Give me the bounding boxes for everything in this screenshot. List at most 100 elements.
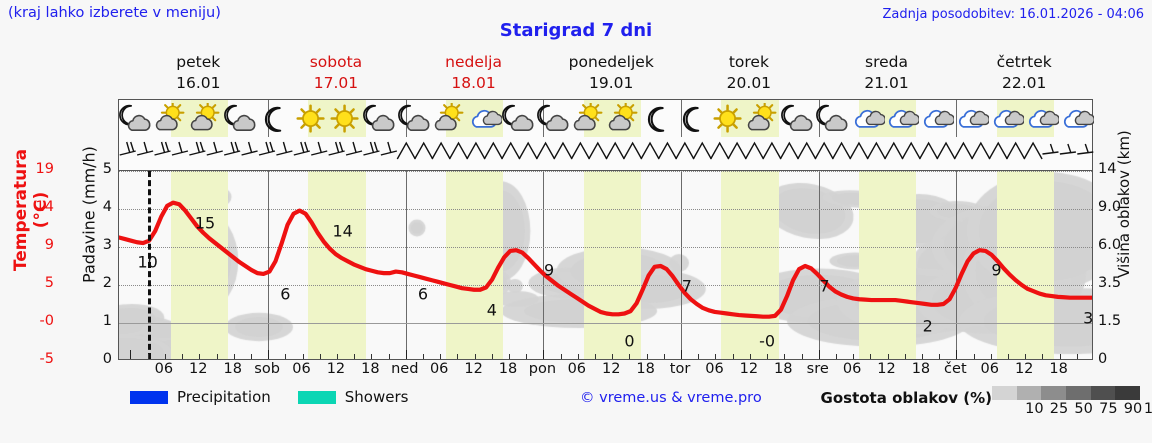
cloud-density-value: 10 (1025, 401, 1044, 417)
precipitation-tick: 5 (102, 161, 112, 177)
cloud-density-value: 75 (1099, 401, 1118, 417)
moon-cloud-icon (815, 103, 850, 135)
time-tick (802, 354, 803, 359)
precipitation-tick: 1 (102, 313, 112, 329)
weather-icon-band (118, 99, 1094, 137)
temperature-value-label: 6 (280, 284, 291, 304)
time-axis-labels: 06 12 18 sob 06 12 18 ned 06 12 18 pon 06 12 18 tor 06 12… (118, 361, 1093, 379)
cloud-density-colorbar (992, 386, 1141, 400)
time-tick (509, 354, 510, 359)
moon-cloud-icon (537, 103, 571, 135)
time-tick (1042, 354, 1043, 359)
time-tick-label: 12 (326, 361, 346, 377)
time-tick (165, 354, 166, 359)
day-name: sreda (865, 53, 909, 71)
temperature-tick: -0 (39, 313, 54, 329)
cloud-height-tick: 0 (1098, 351, 1108, 367)
gridline-horizontal (119, 171, 1092, 172)
sun-icon (294, 103, 328, 135)
time-tick-label: čet (944, 361, 967, 377)
temperature-curve (119, 200, 1092, 319)
time-tick (182, 354, 183, 359)
time-tick (130, 350, 131, 359)
time-tick (543, 350, 544, 359)
time-tick (715, 354, 716, 359)
time-tick (251, 354, 252, 359)
showers-legend-label: Showers (344, 388, 409, 406)
cloud-height-tick-labels: 14 9.0 6.0 3.5 1.5 0 (1098, 161, 1138, 367)
day-header-row: petek 16.01 sobota 17.01 nedelja 18.01 ponedel… (118, 52, 1093, 96)
gridline-horizontal (119, 323, 1092, 324)
day-name: petek (176, 53, 221, 71)
moon-icon (677, 103, 711, 135)
temperature-value-label: -0 (759, 331, 776, 351)
time-tick-label: 18 (361, 361, 380, 377)
day-date: 20.01 (726, 74, 772, 92)
current-time-marker (147, 171, 151, 359)
day-separator (956, 100, 958, 137)
precipitation-tick: 4 (102, 199, 112, 215)
day-header-torek: torek 20.01 (680, 52, 818, 96)
daylight-band (858, 171, 917, 359)
day-header-ponedeljek: ponedeljek 19.01 (542, 52, 680, 96)
temperature-tick: 5 (44, 275, 54, 291)
copyright-link[interactable]: © vreme.us & vreme.pro (580, 390, 762, 406)
time-tick-label: 18 (774, 361, 793, 377)
time-tick (836, 354, 837, 359)
sun-cloud-icon (433, 103, 467, 135)
time-tick-label: 18 (636, 361, 655, 377)
temperature-value-label: 9 (991, 260, 1002, 280)
time-tick-label: ned (391, 361, 419, 377)
time-tick (371, 354, 372, 359)
day-name: sobota (309, 53, 363, 71)
cloud-density-value: 100 (1143, 401, 1152, 417)
moon-cloud-icon (781, 103, 815, 135)
time-tick (647, 354, 648, 359)
temperature-value-label: 3 (1083, 308, 1093, 328)
time-tick (303, 354, 304, 359)
time-tick-label: 06 (980, 361, 999, 377)
cloud-density-step (992, 386, 1017, 400)
precipitation-tick: 3 (102, 237, 112, 253)
time-tick (612, 354, 613, 359)
location-menu-note[interactable]: (kraj lahko izberete v meniju) (8, 5, 221, 21)
cloud-density-value: 50 (1074, 401, 1093, 417)
cloud-height-tick: 9.0 (1098, 199, 1122, 215)
day-separator (956, 171, 958, 359)
daylight-band (445, 171, 504, 359)
cloud-density-legend-title: Gostota oblakov (%) (820, 389, 992, 407)
precipitation-swatch (130, 390, 168, 404)
temperature-tick: 14 (35, 199, 54, 215)
day-header-petek: petek 16.01 (129, 52, 267, 96)
cloud-height-tick: 6.0 (1098, 237, 1122, 253)
forecast-plot-area: 10 15 6 14 6 4 9 0 7 -0 7 2 9 3 (118, 170, 1093, 360)
daylight-band (721, 171, 779, 359)
time-tick (457, 354, 458, 359)
temperature-value-label: 7 (681, 276, 692, 296)
cloud-icon (955, 103, 990, 135)
time-tick (681, 350, 682, 359)
temperature-value-label: 14 (332, 221, 353, 241)
day-header-nedelja: nedelja 18.01 (405, 52, 543, 96)
time-tick-label: tor (669, 361, 691, 377)
cloud-icon (1025, 103, 1059, 135)
time-axis-ticks (119, 349, 1092, 359)
temperature-value-label: 15 (194, 213, 216, 233)
day-date: 22.01 (1001, 74, 1047, 92)
cloud-density-step (1090, 386, 1116, 400)
cloud-density-step (1066, 386, 1091, 400)
cloud-icon (851, 103, 885, 135)
time-tick (750, 354, 751, 359)
wind-barbs-svg (119, 141, 1094, 160)
time-tick-label: 06 (429, 361, 449, 377)
time-tick (389, 354, 390, 359)
cloud-density-value: 25 (1049, 401, 1069, 417)
temperature-value-label: 6 (417, 284, 429, 304)
time-tick (475, 354, 476, 359)
cloud-icon (885, 103, 920, 135)
time-tick-label: sob (254, 361, 280, 377)
gridline-horizontal (119, 247, 1092, 248)
time-tick (888, 354, 889, 359)
day-header-sreda: sreda 21.01 (818, 52, 956, 96)
day-header-četrtek: četrtek 22.01 (955, 52, 1093, 96)
